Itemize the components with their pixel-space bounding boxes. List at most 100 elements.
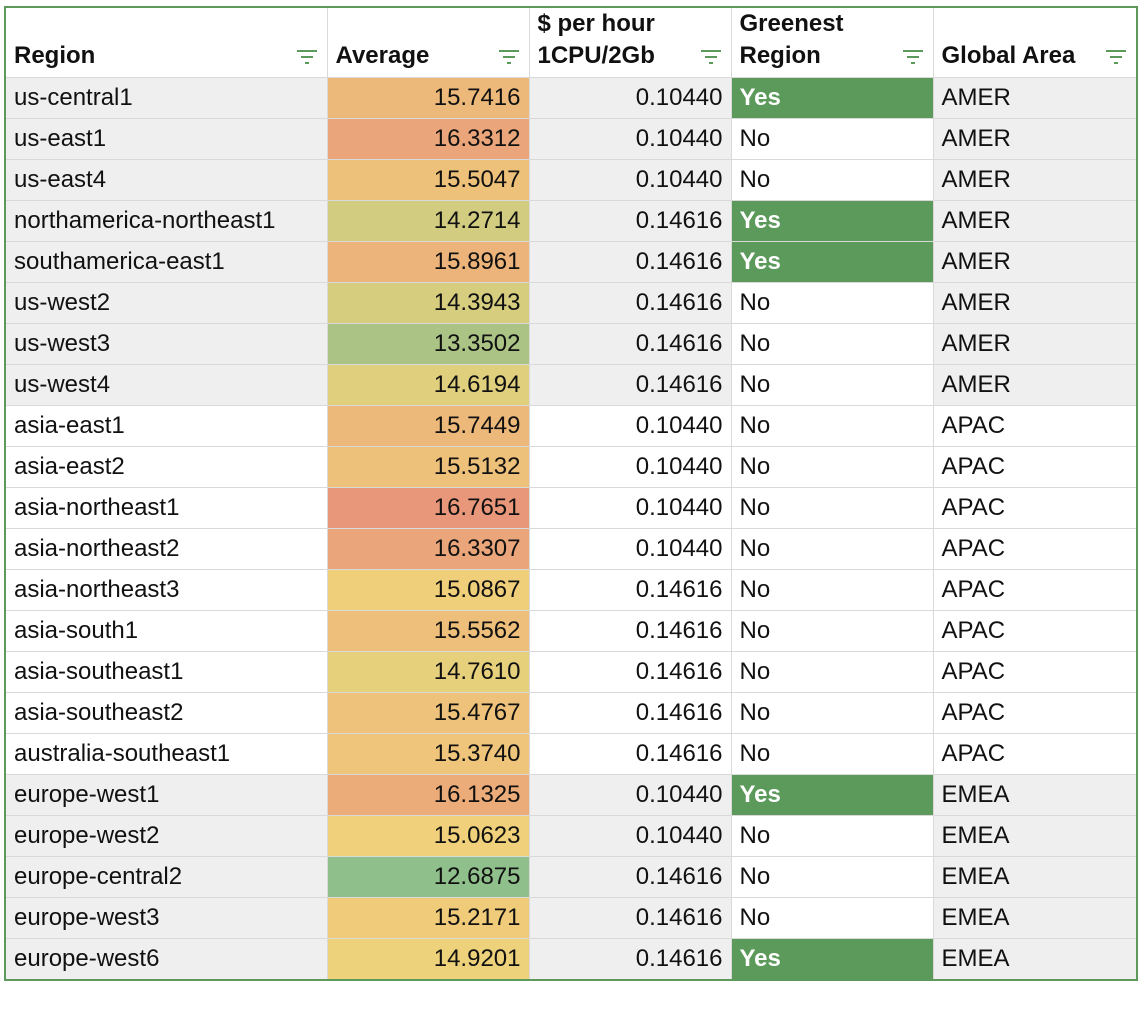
global-area-cell[interactable]: APAC (932, 692, 1138, 734)
average-cell[interactable]: 14.7610 (326, 651, 530, 693)
global-area-cell[interactable]: AMER (932, 282, 1138, 324)
region-cell[interactable]: asia-southeast2 (4, 692, 328, 734)
global-area-cell[interactable]: AMER (932, 77, 1138, 119)
greenest-region-cell[interactable]: No (730, 856, 934, 898)
average-cell[interactable]: 15.7416 (326, 77, 530, 119)
greenest-region-cell[interactable]: Yes (730, 938, 934, 980)
global-area-cell[interactable]: APAC (932, 446, 1138, 488)
average-cell[interactable]: 14.9201 (326, 938, 530, 980)
average-cell[interactable]: 15.5132 (326, 446, 530, 488)
greenest-region-cell[interactable]: No (730, 364, 934, 406)
average-cell[interactable]: 14.3943 (326, 282, 530, 324)
region-cell[interactable]: southamerica-east1 (4, 241, 328, 283)
price-cell[interactable]: 0.14616 (528, 323, 732, 365)
price-cell[interactable]: 0.10440 (528, 159, 732, 201)
region-cell[interactable]: us-central1 (4, 77, 328, 119)
filter-icon[interactable] (699, 47, 723, 67)
global-area-cell[interactable]: EMEA (932, 774, 1138, 816)
region-cell[interactable]: northamerica-northeast1 (4, 200, 328, 242)
global-area-cell[interactable]: APAC (932, 487, 1138, 529)
filter-icon[interactable] (497, 47, 521, 67)
filter-icon[interactable] (295, 47, 319, 67)
price-cell[interactable]: 0.10440 (528, 118, 732, 160)
global-area-cell[interactable]: AMER (932, 200, 1138, 242)
region-cell[interactable]: us-west2 (4, 282, 328, 324)
region-cell[interactable]: europe-west6 (4, 938, 328, 980)
average-cell[interactable]: 15.4767 (326, 692, 530, 734)
price-cell[interactable]: 0.14616 (528, 200, 732, 242)
average-cell[interactable]: 14.2714 (326, 200, 530, 242)
price-cell[interactable]: 0.14616 (528, 856, 732, 898)
greenest-region-cell[interactable]: No (730, 323, 934, 365)
greenest-region-cell[interactable]: No (730, 118, 934, 160)
price-cell[interactable]: 0.10440 (528, 77, 732, 119)
price-cell[interactable]: 0.14616 (528, 241, 732, 283)
average-cell[interactable]: 15.5047 (326, 159, 530, 201)
price-cell[interactable]: 0.14616 (528, 610, 732, 652)
average-cell[interactable]: 16.7651 (326, 487, 530, 529)
global-area-cell[interactable]: APAC (932, 405, 1138, 447)
price-cell[interactable]: 0.10440 (528, 774, 732, 816)
region-cell[interactable]: asia-south1 (4, 610, 328, 652)
global-area-cell[interactable]: APAC (932, 733, 1138, 775)
price-cell[interactable]: 0.14616 (528, 569, 732, 611)
greenest-region-cell[interactable]: Yes (730, 77, 934, 119)
greenest-region-cell[interactable]: No (730, 487, 934, 529)
average-cell[interactable]: 16.3312 (326, 118, 530, 160)
global-area-cell[interactable]: EMEA (932, 815, 1138, 857)
greenest-region-cell[interactable]: Yes (730, 774, 934, 816)
column-header-price[interactable]: $ per hour 1CPU/2Gb (528, 6, 732, 78)
global-area-cell[interactable]: EMEA (932, 938, 1138, 980)
column-header-average[interactable]: Average (326, 6, 530, 78)
greenest-region-cell[interactable]: Yes (730, 241, 934, 283)
global-area-cell[interactable]: APAC (932, 569, 1138, 611)
price-cell[interactable]: 0.14616 (528, 692, 732, 734)
greenest-region-cell[interactable]: No (730, 692, 934, 734)
greenest-region-cell[interactable]: No (730, 569, 934, 611)
average-cell[interactable]: 15.7449 (326, 405, 530, 447)
average-cell[interactable]: 12.6875 (326, 856, 530, 898)
region-cell[interactable]: us-east4 (4, 159, 328, 201)
average-cell[interactable]: 16.1325 (326, 774, 530, 816)
greenest-region-cell[interactable]: No (730, 815, 934, 857)
greenest-region-cell[interactable]: No (730, 528, 934, 570)
global-area-cell[interactable]: AMER (932, 364, 1138, 406)
price-cell[interactable]: 0.14616 (528, 733, 732, 775)
region-cell[interactable]: asia-northeast2 (4, 528, 328, 570)
region-cell[interactable]: europe-west2 (4, 815, 328, 857)
average-cell[interactable]: 15.5562 (326, 610, 530, 652)
global-area-cell[interactable]: APAC (932, 610, 1138, 652)
average-cell[interactable]: 13.3502 (326, 323, 530, 365)
price-cell[interactable]: 0.14616 (528, 897, 732, 939)
filter-icon[interactable] (901, 47, 925, 67)
average-cell[interactable]: 14.6194 (326, 364, 530, 406)
average-cell[interactable]: 15.0867 (326, 569, 530, 611)
average-cell[interactable]: 16.3307 (326, 528, 530, 570)
greenest-region-cell[interactable]: No (730, 651, 934, 693)
price-cell[interactable]: 0.10440 (528, 446, 732, 488)
global-area-cell[interactable]: AMER (932, 159, 1138, 201)
average-cell[interactable]: 15.2171 (326, 897, 530, 939)
greenest-region-cell[interactable]: No (730, 282, 934, 324)
price-cell[interactable]: 0.14616 (528, 364, 732, 406)
global-area-cell[interactable]: AMER (932, 241, 1138, 283)
price-cell[interactable]: 0.10440 (528, 487, 732, 529)
region-cell[interactable]: europe-west1 (4, 774, 328, 816)
region-cell[interactable]: australia-southeast1 (4, 733, 328, 775)
price-cell[interactable]: 0.14616 (528, 282, 732, 324)
global-area-cell[interactable]: APAC (932, 651, 1138, 693)
column-header-area[interactable]: Global Area (932, 6, 1138, 78)
greenest-region-cell[interactable]: No (730, 610, 934, 652)
global-area-cell[interactable]: EMEA (932, 856, 1138, 898)
price-cell[interactable]: 0.14616 (528, 651, 732, 693)
region-cell[interactable]: asia-east1 (4, 405, 328, 447)
price-cell[interactable]: 0.10440 (528, 528, 732, 570)
region-cell[interactable]: asia-east2 (4, 446, 328, 488)
greenest-region-cell[interactable]: Yes (730, 200, 934, 242)
global-area-cell[interactable]: AMER (932, 323, 1138, 365)
average-cell[interactable]: 15.0623 (326, 815, 530, 857)
region-cell[interactable]: asia-northeast1 (4, 487, 328, 529)
greenest-region-cell[interactable]: No (730, 446, 934, 488)
column-header-region[interactable]: Region (4, 6, 328, 78)
region-cell[interactable]: europe-central2 (4, 856, 328, 898)
